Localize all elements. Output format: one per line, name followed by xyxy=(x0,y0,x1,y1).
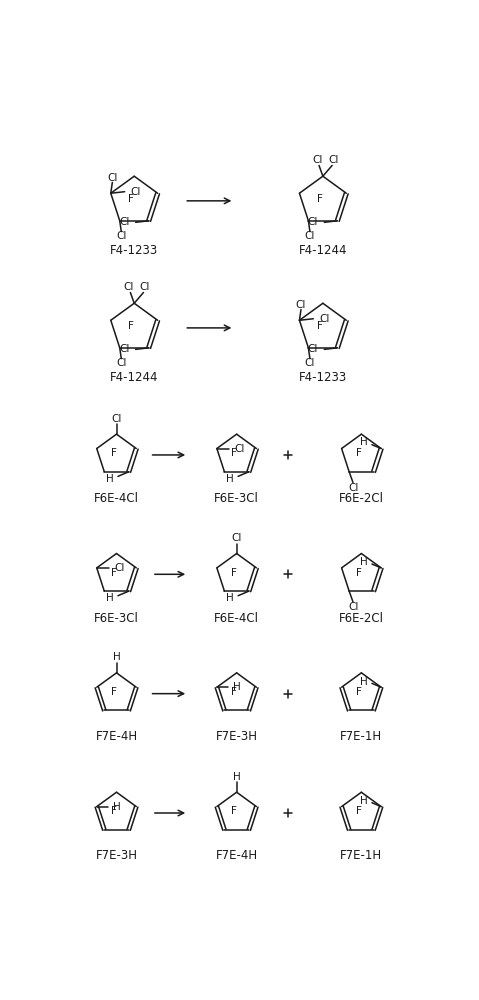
Text: F: F xyxy=(356,448,362,458)
Text: F4-1233: F4-1233 xyxy=(110,244,159,257)
Text: Cl: Cl xyxy=(305,231,315,241)
Text: F6E-2Cl: F6E-2Cl xyxy=(339,492,384,505)
Text: H: H xyxy=(105,474,114,484)
Text: Cl: Cl xyxy=(305,358,315,368)
Text: F6E-3Cl: F6E-3Cl xyxy=(94,612,139,625)
Text: F7E-4H: F7E-4H xyxy=(95,730,137,742)
Text: F: F xyxy=(111,687,117,697)
Text: F: F xyxy=(356,568,362,578)
Text: F7E-3H: F7E-3H xyxy=(216,730,258,742)
Text: H: H xyxy=(233,682,241,692)
Text: Cl: Cl xyxy=(308,217,318,227)
Text: F: F xyxy=(317,321,323,331)
Text: Cl: Cl xyxy=(140,282,150,292)
Text: H: H xyxy=(113,652,120,662)
Text: F6E-2Cl: F6E-2Cl xyxy=(339,612,384,625)
Text: F4-1233: F4-1233 xyxy=(299,371,347,384)
Text: H: H xyxy=(105,593,114,603)
Text: F: F xyxy=(111,448,117,458)
Text: H: H xyxy=(233,772,240,782)
Text: Cl: Cl xyxy=(124,282,134,292)
Text: Cl: Cl xyxy=(119,217,129,227)
Text: H: H xyxy=(226,474,233,484)
Text: F6E-4Cl: F6E-4Cl xyxy=(214,612,259,625)
Text: H: H xyxy=(360,677,367,687)
Text: F: F xyxy=(111,806,117,816)
Text: Cl: Cl xyxy=(231,533,242,543)
Text: Cl: Cl xyxy=(116,358,126,368)
Text: F7E-3H: F7E-3H xyxy=(95,849,137,862)
Text: Cl: Cl xyxy=(308,344,318,354)
Text: Cl: Cl xyxy=(329,155,339,165)
Text: H: H xyxy=(360,557,367,567)
Text: H: H xyxy=(113,802,121,812)
Text: F6E-4Cl: F6E-4Cl xyxy=(94,492,139,505)
Text: F7E-4H: F7E-4H xyxy=(216,849,258,862)
Text: Cl: Cl xyxy=(131,187,141,197)
Text: F: F xyxy=(128,194,134,204)
Text: F7E-1H: F7E-1H xyxy=(340,849,382,862)
Text: F: F xyxy=(128,321,134,331)
Text: F7E-1H: F7E-1H xyxy=(340,730,382,742)
Text: F4-1244: F4-1244 xyxy=(110,371,159,384)
Text: F: F xyxy=(356,687,362,697)
Text: F: F xyxy=(356,806,362,816)
Text: Cl: Cl xyxy=(319,314,330,324)
Text: Cl: Cl xyxy=(235,444,245,454)
Text: F: F xyxy=(111,568,117,578)
Text: Cl: Cl xyxy=(119,344,129,354)
Text: F: F xyxy=(317,194,323,204)
Text: H: H xyxy=(360,437,367,447)
Text: Cl: Cl xyxy=(116,231,126,241)
Text: Cl: Cl xyxy=(114,563,125,573)
Text: F: F xyxy=(231,806,237,816)
Text: Cl: Cl xyxy=(349,602,359,612)
Text: Cl: Cl xyxy=(312,155,323,165)
Text: F6E-3Cl: F6E-3Cl xyxy=(214,492,259,505)
Text: H: H xyxy=(360,796,367,806)
Text: Cl: Cl xyxy=(296,300,306,310)
Text: F: F xyxy=(231,687,237,697)
Text: F: F xyxy=(231,448,237,458)
Text: F: F xyxy=(231,568,237,578)
Text: Cl: Cl xyxy=(107,173,117,183)
Text: Cl: Cl xyxy=(349,483,359,493)
Text: F4-1244: F4-1244 xyxy=(298,244,347,257)
Text: H: H xyxy=(226,593,233,603)
Text: Cl: Cl xyxy=(111,414,122,424)
